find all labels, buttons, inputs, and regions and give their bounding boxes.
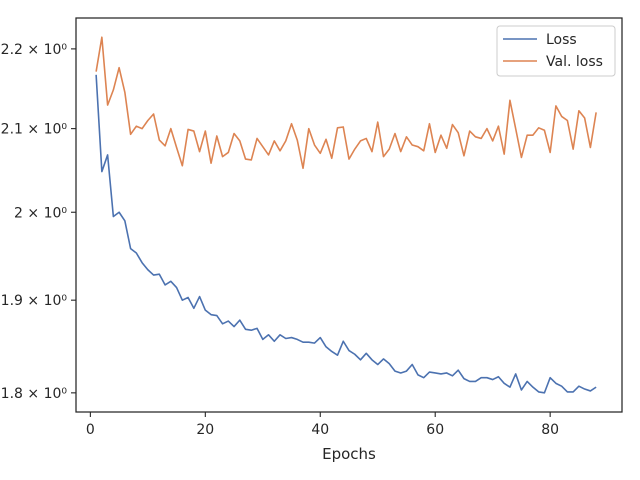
x-tick-label: 0 — [86, 422, 95, 438]
series-line-val-loss — [95, 36, 597, 170]
x-tick-label: 80 — [541, 422, 559, 438]
axis-ticks: 0 20 40 60 80 1.8 × 10⁰ 1.9 × 10⁰ 2 × 10⁰ 2.1 × … — [1, 42, 559, 438]
series-lines — [95, 36, 597, 394]
legend-label-val-loss: Val. loss — [546, 54, 603, 70]
x-tick-label: 20 — [196, 422, 214, 438]
series-line-loss — [95, 74, 597, 394]
x-tick-label: 60 — [426, 422, 444, 438]
y-tick-label: 1.9 × 10⁰ — [1, 293, 68, 309]
legend-label-loss: Loss — [546, 32, 577, 48]
axes-frame — [75, 17, 623, 413]
y-tick-label: 1.8 × 10⁰ — [1, 386, 68, 402]
y-tick-label: 2.2 × 10⁰ — [1, 42, 68, 58]
y-tick-label: 2.1 × 10⁰ — [1, 122, 68, 138]
x-tick-label: 40 — [311, 422, 329, 438]
x-axis-label: Epochs — [322, 445, 376, 463]
legend: Loss Val. loss — [496, 25, 616, 77]
y-tick-label: 2 × 10⁰ — [14, 205, 67, 221]
